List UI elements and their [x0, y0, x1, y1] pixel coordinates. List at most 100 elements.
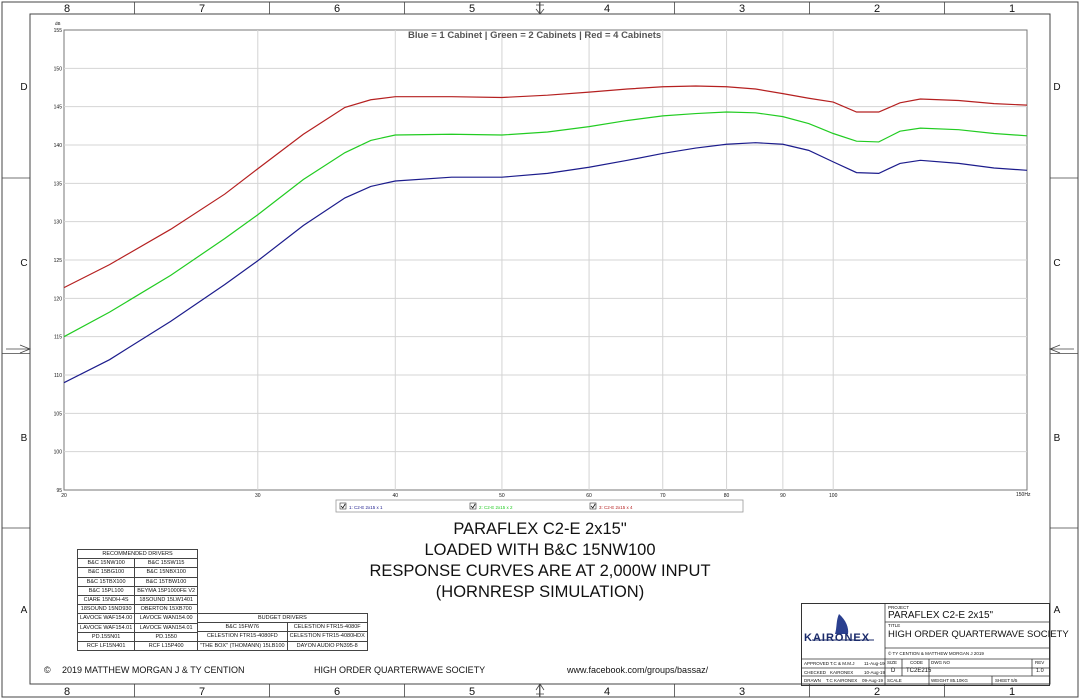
- table-cell: PD.1550: [134, 631, 199, 643]
- table-cell: B&C 15BG100: [76, 567, 136, 578]
- table-cell: DAYON AUDIO PN395-8: [286, 640, 368, 651]
- checked-label: CHECKED: [804, 670, 827, 675]
- zone-col-label-bottom: 2: [874, 686, 880, 698]
- table-row: RCF LF15N401 RCF L15P400: [76, 641, 199, 652]
- budget-header: BUDGET DRIVERS: [197, 612, 368, 624]
- center-mark-right-icon: [1048, 344, 1074, 354]
- center-mark-bottom-icon: [535, 683, 545, 697]
- project-name: PARAFLEX C2-E 2x15": [888, 610, 994, 621]
- y-tick-label: 110: [54, 373, 62, 379]
- chart-tick-labels: 155 150 145 140 135 130 125 120 115 110 105 100 9520…: [54, 28, 838, 499]
- table-cell: 18SOUND 15LW1401: [134, 595, 199, 606]
- rev-label: REV: [1035, 660, 1045, 665]
- copyright-symbol: ©: [44, 665, 51, 675]
- table-cell: B&C 15FW76: [197, 622, 288, 633]
- footer-society: HIGH ORDER QUARTERWAVE SOCIETY: [314, 665, 486, 675]
- table-row: B&C 15BG100 B&C 15NBX100: [76, 567, 199, 578]
- x-tick-label: 40: [393, 493, 399, 499]
- checked-value: KAIRONEX: [830, 670, 854, 675]
- zone-row-label-left: D: [20, 82, 27, 93]
- drawn-date: 09-Aug-19: [862, 678, 884, 683]
- title-block-lines: [802, 604, 1049, 685]
- legend-entry: 3: C2-E 2x15 x 4: [599, 505, 633, 510]
- zone-col-label-bottom: 5: [469, 686, 475, 698]
- legend-box: [335, 499, 744, 513]
- checkmark-icon: [590, 503, 596, 509]
- legend-checkbox: [469, 502, 477, 510]
- zone-row-label-left: B: [21, 433, 28, 444]
- size-value: D: [891, 668, 896, 674]
- zone-row-label-right: A: [1054, 605, 1061, 616]
- table-cell: B&C 15SW115: [134, 558, 199, 569]
- footer-url[interactable]: www.facebook.com/groups/bassaz/: [567, 665, 709, 675]
- x-tick-label: 30: [255, 493, 261, 499]
- zone-col-label-bottom: 8: [64, 686, 70, 698]
- table-row: "THE BOX" (THOMANN) 15LB100 DAYON AUDIO P…: [197, 640, 368, 651]
- zone-col-label-top: 3: [739, 3, 745, 15]
- dwg-label: DWG NO: [931, 660, 950, 665]
- main-title-line-3: RESPONSE CURVES ARE AT 2,000W INPUT: [369, 562, 711, 580]
- zone-col-label-bottom: 4: [604, 686, 610, 698]
- checkmark-icon: [340, 503, 346, 509]
- table-cell: B&C 15TBW100: [134, 576, 199, 587]
- table-row: CIARE 15NDH-4S 18SOUND 15LW1401: [76, 595, 199, 606]
- project-label: PROJECT: [888, 605, 910, 610]
- y-tick-label: 100: [54, 450, 63, 456]
- zone-col-label-top: 1: [1009, 3, 1015, 15]
- code-label: CODE: [910, 660, 924, 665]
- recommended-header: RECOMMENDED DRIVERS: [76, 548, 199, 560]
- title-value: HIGH ORDER QUARTERWAVE SOCIETY: [888, 629, 1069, 640]
- approved-value: T.C & M.M.J: [830, 661, 855, 666]
- weight-value: WEIGHT 85.10KG: [931, 678, 968, 683]
- y-tick-label: 115: [54, 335, 62, 341]
- y-tick-label: 120: [54, 296, 63, 302]
- y-tick-label: 95: [56, 488, 62, 494]
- center-mark-top-icon: [535, 2, 545, 15]
- checked-date: 10-Aug-19: [864, 670, 886, 675]
- x-tick-label: 90: [780, 493, 786, 499]
- y-tick-label: 135: [54, 181, 63, 187]
- zone-col-label-bottom: 7: [199, 686, 205, 698]
- zone-row-label-right: C: [1053, 258, 1060, 269]
- zone-col-label-top: 5: [469, 3, 475, 15]
- table-cell: LAVOCE WAF154.01: [76, 622, 136, 633]
- drawn-value: T.C KAIRONEX: [826, 678, 858, 683]
- table-cell: LAVOCE WAN154.00: [134, 613, 199, 624]
- table-cell: CELESTION FTR15-4080F: [286, 622, 368, 633]
- table-row: B&C 15FW76 CELESTION FTR15-4080F: [197, 622, 368, 633]
- y-tick-label: 155: [54, 28, 63, 34]
- table-cell: LAVOCE WAN154.01: [134, 622, 199, 633]
- table-cell: CIARE 15NDH-4S: [76, 595, 136, 606]
- x-tick-label: 50: [499, 493, 505, 499]
- zone-col-label-bottom: 1: [1009, 686, 1015, 698]
- chart-title: Blue = 1 Cabinet | Green = 2 Cabinets | …: [408, 30, 662, 41]
- table-cell: LAVOCE WAF154.00: [76, 613, 136, 624]
- budget-drivers-table: BUDGET DRIVERS B&C 15FW76 CELESTION FTR15…: [197, 612, 368, 651]
- zone-col-label-top: 2: [874, 3, 880, 15]
- table-cell: B&C 15NBX100: [134, 567, 199, 578]
- table-row: B&C 15TBX100 B&C 15TBW100: [76, 576, 199, 587]
- recommended-drivers-table: RECOMMENDED DRIVERS B&C 15NW100 B&C 15SW1…: [76, 548, 199, 652]
- zone-row-label-left: A: [21, 605, 28, 616]
- y-tick-label: 130: [54, 220, 63, 226]
- table-cell: B&C 15NW100: [76, 558, 136, 569]
- series-line-3: [63, 85, 1028, 289]
- table-row: LAVOCE WAF154.00 LAVOCE WAN154.00: [76, 613, 199, 624]
- legend-checkbox: [589, 502, 597, 510]
- table-cell: 18SOUND 15ND930: [76, 604, 136, 615]
- y-tick-label: 125: [54, 258, 63, 264]
- zone-col-label-top: 4: [604, 3, 610, 15]
- table-row: B&C 15PL100 BEYMA 15P1000FE V2: [76, 585, 199, 597]
- x-tick-label: 20: [61, 493, 67, 499]
- zone-row-label-right: D: [1053, 82, 1060, 93]
- table-cell: BEYMA 15P1000FE V2: [134, 585, 199, 597]
- approved-label: APPROVED: [804, 661, 830, 666]
- zone-col-label-bottom: 3: [739, 686, 745, 698]
- x-tick-label: 100: [829, 493, 838, 499]
- table-row: PD.155N01 PD.1550: [76, 631, 199, 643]
- y-tick-label: 145: [54, 105, 63, 111]
- table-cell: B&C 15PL100: [76, 585, 136, 597]
- title-label: TITLE: [888, 623, 901, 628]
- chart-grid: [63, 29, 1028, 491]
